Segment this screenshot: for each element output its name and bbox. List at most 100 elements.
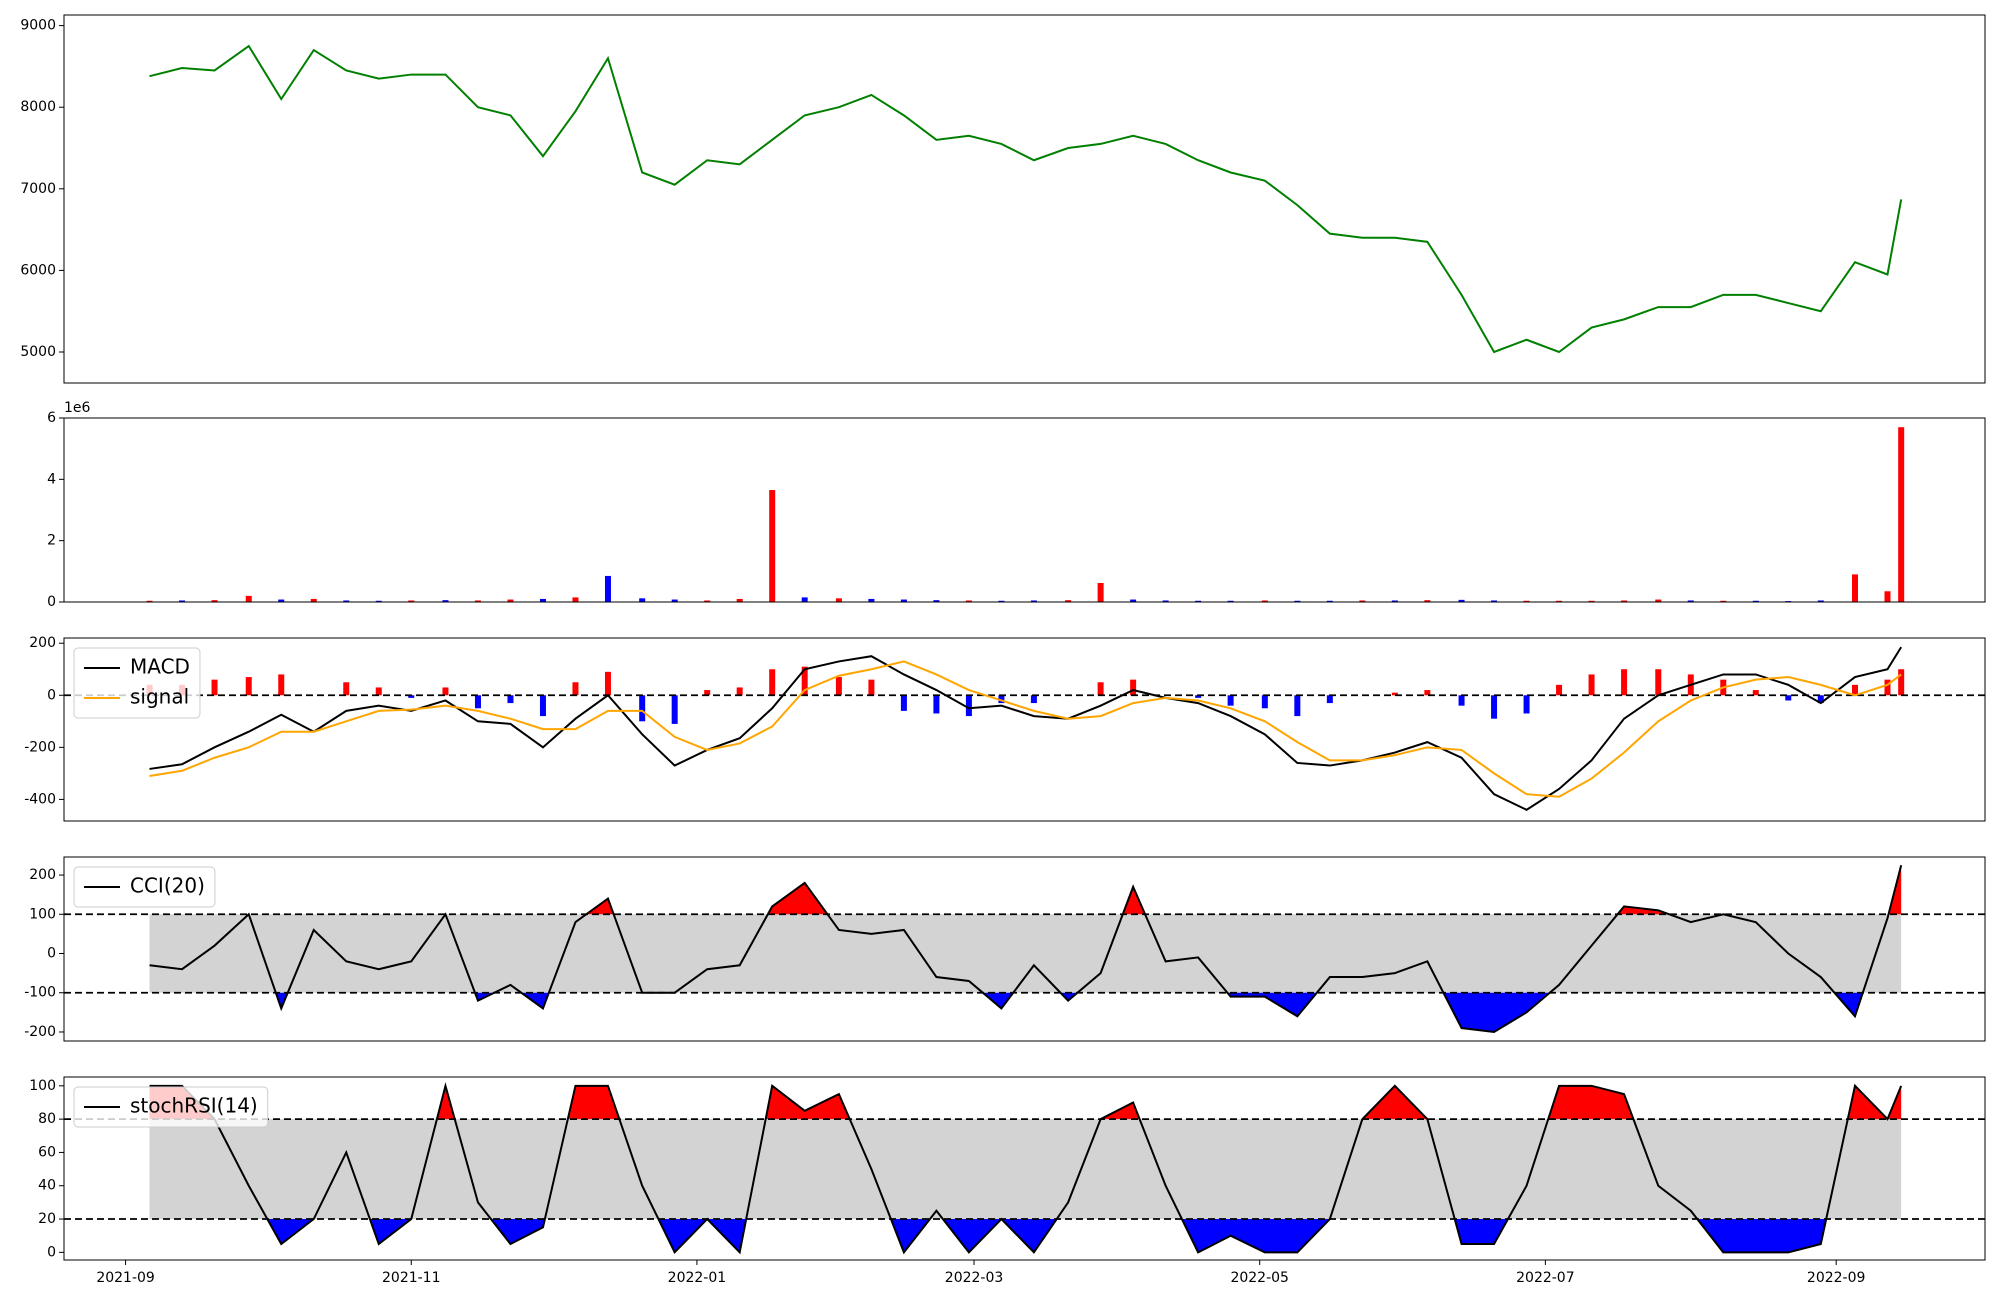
- legend-box: [73, 1086, 269, 1128]
- y-tick-label: 5000: [20, 344, 56, 360]
- histogram-bar: [1491, 695, 1498, 719]
- legend-label: MACD: [130, 655, 190, 679]
- bar: [639, 598, 646, 602]
- bar: [1326, 600, 1333, 602]
- y-tick-label: 80: [38, 1111, 56, 1127]
- bar: [1720, 600, 1727, 602]
- histogram-bar: [1523, 695, 1530, 714]
- bar: [343, 600, 350, 602]
- panel: -400 -200 0 200 MACD signal: [24, 635, 1986, 822]
- histogram-bar: [704, 690, 711, 696]
- bar: [179, 600, 186, 602]
- bar: [965, 600, 972, 602]
- series-line: [149, 660, 1902, 798]
- y-tick-label: 20: [38, 1211, 56, 1227]
- y-tick-label: 9000: [20, 18, 56, 34]
- histogram-bar: [1424, 690, 1431, 696]
- x-tick-label: 2021-09: [96, 1270, 155, 1286]
- bar: [769, 490, 776, 602]
- bar: [539, 598, 546, 602]
- y-tick-label: -400: [24, 791, 56, 807]
- histogram-bar: [1588, 674, 1595, 696]
- y-offset-label: 1e6: [64, 400, 91, 416]
- bar: [736, 598, 743, 602]
- x-tick-label: 2022-03: [945, 1270, 1004, 1286]
- histogram-bar: [408, 695, 415, 698]
- y-tick-label: 0: [47, 1244, 56, 1260]
- bar: [278, 599, 285, 602]
- legend-box: [73, 866, 216, 908]
- histogram-bar: [375, 687, 382, 696]
- bar: [1030, 600, 1037, 602]
- y-tick-label: 0: [47, 687, 56, 703]
- y-tick-label: 0: [47, 594, 56, 610]
- histogram-bar: [442, 687, 449, 696]
- y-tick-label: 100: [29, 906, 56, 922]
- histogram-bar: [1851, 684, 1858, 696]
- histogram-bar: [1391, 692, 1398, 696]
- neutral-band: [149, 914, 1902, 993]
- bar: [671, 599, 678, 602]
- histogram-bar: [278, 674, 285, 696]
- x-tick-label: 2022-09: [1807, 1270, 1866, 1286]
- x-tick-label: 2022-01: [668, 1270, 727, 1286]
- bar: [1556, 600, 1563, 602]
- y-tick-label: 6000: [20, 262, 56, 278]
- histogram-bar: [1195, 695, 1202, 698]
- histogram-bar: [736, 687, 743, 696]
- histogram-bar: [1227, 695, 1234, 706]
- histogram-bar: [474, 695, 481, 709]
- y-tick-label: 6: [47, 410, 56, 426]
- neutral-band: [149, 1119, 1902, 1220]
- series-line: [149, 646, 1903, 811]
- bar: [801, 597, 808, 602]
- bar: [1687, 600, 1694, 602]
- bar: [146, 600, 153, 602]
- bar: [604, 575, 611, 602]
- panel: 0 2 4 6 1e6: [47, 400, 1986, 610]
- y-tick-label: 100: [29, 1078, 56, 1094]
- bar: [1817, 600, 1824, 602]
- price-line: [149, 44, 1903, 354]
- plot-frame: [63, 14, 1986, 384]
- bar: [835, 598, 842, 602]
- histogram-bar: [835, 677, 842, 696]
- panel: -200 -100 0 100 200 CCI(20): [24, 856, 1986, 1042]
- y-tick-label: 4: [47, 471, 56, 487]
- histogram-bar: [1097, 682, 1104, 696]
- histogram-bar: [604, 671, 611, 696]
- y-tick-label: -200: [24, 1024, 56, 1040]
- bar: [1097, 582, 1104, 602]
- bar: [933, 600, 940, 602]
- histogram-bar: [1130, 679, 1137, 696]
- legend-label: stochRSI(14): [130, 1094, 258, 1118]
- series-line: [149, 1081, 1903, 1255]
- histogram-bar: [343, 682, 350, 696]
- histogram-bar: [211, 679, 218, 696]
- bar: [1195, 600, 1202, 602]
- histogram-bar: [245, 677, 252, 696]
- histogram-bar: [1884, 679, 1891, 696]
- y-tick-label: 0: [47, 946, 56, 962]
- histogram-bar: [998, 695, 1005, 704]
- histogram-bar: [1261, 695, 1268, 709]
- bar: [1391, 600, 1398, 602]
- bar: [1162, 600, 1169, 602]
- histogram-bar: [1326, 695, 1333, 704]
- bar: [704, 600, 711, 602]
- legend-box: [73, 647, 201, 719]
- histogram-bar: [1655, 669, 1662, 696]
- y-tick-label: 2: [47, 533, 56, 549]
- bar: [474, 600, 481, 602]
- histogram-bar: [572, 682, 579, 696]
- bar: [211, 600, 218, 602]
- legend-label: signal: [130, 685, 189, 709]
- y-tick-label: 40: [38, 1178, 56, 1194]
- histogram-bar: [965, 695, 972, 717]
- oversold-fill: [149, 992, 1902, 1032]
- histogram-bar: [1621, 669, 1628, 696]
- bar: [1752, 600, 1759, 602]
- histogram-bar: [1294, 695, 1301, 717]
- plot-frame: [63, 856, 1986, 1042]
